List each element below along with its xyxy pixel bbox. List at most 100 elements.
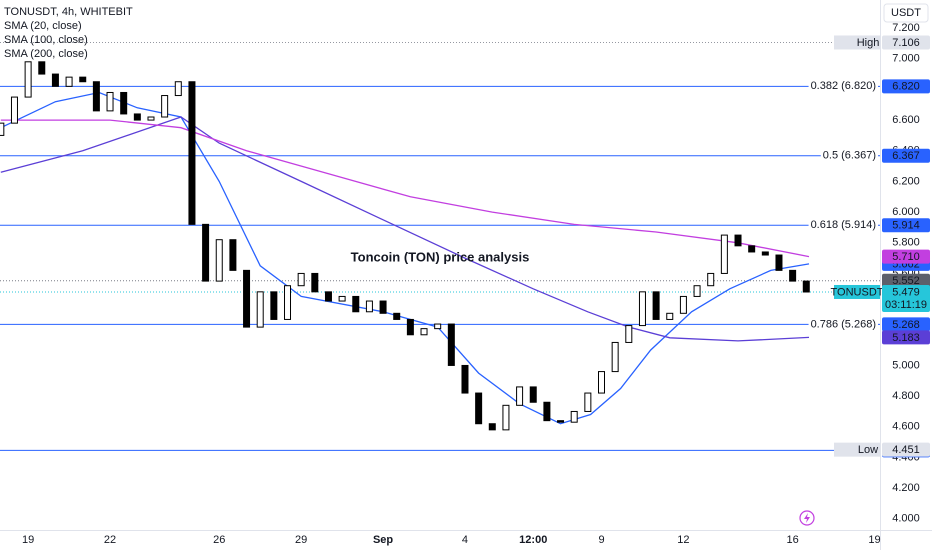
- x-tick-label: 29: [295, 534, 307, 546]
- x-tick-label: 12: [677, 534, 689, 546]
- candle-body: [311, 272, 319, 293]
- candle-body: [707, 272, 715, 287]
- last-price-symbol-box: [834, 284, 880, 299]
- candle-body: [393, 312, 401, 320]
- candle-body: [133, 113, 141, 121]
- price-badge-label: 6.367: [892, 150, 920, 162]
- candle-body: [598, 371, 606, 394]
- candle-body: [106, 91, 114, 112]
- candle-body: [447, 323, 455, 366]
- candle-body: [202, 223, 210, 282]
- candle-body: [461, 364, 469, 394]
- y-tick-label: 4.000: [892, 513, 920, 525]
- indicator-line: [0, 116, 810, 342]
- candle-body: [120, 91, 128, 115]
- y-tick-label: 6.600: [892, 114, 920, 126]
- candle-body: [38, 61, 46, 75]
- y-tick-label: 7.000: [892, 53, 920, 65]
- candle-body: [516, 386, 524, 406]
- indicator-badge: [882, 249, 930, 264]
- currency-box[interactable]: [883, 3, 929, 23]
- legend-entry: SMA (200, close): [4, 48, 88, 60]
- plot-area: [0, 41, 880, 451]
- low-box: [834, 442, 880, 457]
- x-tick-label: 19: [22, 534, 34, 546]
- fib-level-label-bg: [820, 148, 878, 163]
- y-tick-label: 5.800: [892, 237, 920, 249]
- candle-body: [693, 285, 701, 297]
- candle-body: [352, 295, 360, 313]
- indicator-badge-label: 5.183: [892, 332, 920, 344]
- candle-body: [188, 81, 196, 225]
- candle-body: [720, 234, 728, 274]
- candle-body: [147, 116, 155, 121]
- candle-body: [10, 96, 18, 124]
- price-badge-label: 5.552: [892, 275, 920, 287]
- price-badge: [882, 79, 930, 94]
- price-badge: [882, 317, 930, 332]
- candle-body: [652, 291, 660, 320]
- alert-icon-bolt: [804, 513, 810, 523]
- indicator-badge-label: 5.710: [892, 251, 920, 263]
- indicator-badge: [882, 330, 930, 345]
- candle-body: [406, 318, 414, 336]
- candle-body: [488, 423, 496, 431]
- currency[interactable]: USDT: [891, 7, 921, 19]
- y-tick-label: 6.000: [892, 206, 920, 218]
- legend-entry: SMA (20, close): [4, 20, 82, 32]
- fib-level-label: 0.382 (6.820): [811, 80, 876, 92]
- candle-body: [666, 312, 674, 320]
- x-tick-label: 22: [104, 534, 116, 546]
- y-tick-label: 7.200: [892, 22, 920, 34]
- x-tick-label: 19: [868, 534, 880, 546]
- candle-body: [51, 73, 59, 87]
- high-box-label: High: [857, 37, 880, 49]
- fib-level-label: 0.5 (6.367): [823, 150, 876, 162]
- indicator-line: [0, 119, 810, 258]
- fib-level-label-bg: [808, 317, 878, 332]
- candle-body: [379, 300, 387, 314]
- candle-body: [502, 404, 510, 431]
- candle-body: [529, 386, 537, 403]
- y-tick-label: 5.000: [892, 359, 920, 371]
- candle-body: [0, 122, 5, 136]
- candle-body: [543, 401, 551, 422]
- candle-body: [174, 81, 182, 97]
- price-badge-label: 5.914: [892, 220, 920, 232]
- candle-body: [215, 239, 223, 282]
- candle-body: [761, 251, 769, 256]
- candle-body: [324, 291, 332, 302]
- fib-level-label-bg: [808, 218, 878, 233]
- candle-body: [734, 234, 742, 247]
- countdown: 03:11:19: [885, 299, 927, 311]
- candle-body: [420, 328, 428, 336]
- x-tick-label: 26: [213, 534, 225, 546]
- price-badge: [882, 442, 930, 457]
- candle-body: [24, 61, 32, 98]
- x-tick-label: 12:00: [519, 534, 547, 546]
- legend-entry: SMA (100, close): [4, 34, 88, 46]
- candle-body: [789, 269, 797, 282]
- candle-body: [243, 269, 251, 328]
- x-tick-label: 4: [462, 534, 468, 546]
- candle-body: [638, 291, 646, 327]
- x-tick-label: Sep: [373, 534, 393, 546]
- candle-body: [284, 285, 292, 320]
- alert-icon[interactable]: [799, 510, 815, 526]
- price-badge: [882, 35, 930, 50]
- last-price-label: 5.479: [892, 286, 920, 298]
- indicator-line: [0, 91, 810, 425]
- high-box: [834, 35, 880, 50]
- annotation: Toncoin (TON) price analysis: [351, 249, 530, 264]
- y-tick-label: 4.800: [892, 390, 920, 402]
- x-tick-label: 16: [787, 534, 799, 546]
- last-price-badge: [882, 284, 930, 312]
- fib-level-label-bg: [808, 79, 878, 94]
- candle-body: [475, 392, 483, 425]
- candle-body: [679, 295, 687, 314]
- candle-body: [748, 245, 756, 253]
- last-price-symbol: TONUSDT: [831, 286, 884, 298]
- candle-body: [625, 325, 633, 343]
